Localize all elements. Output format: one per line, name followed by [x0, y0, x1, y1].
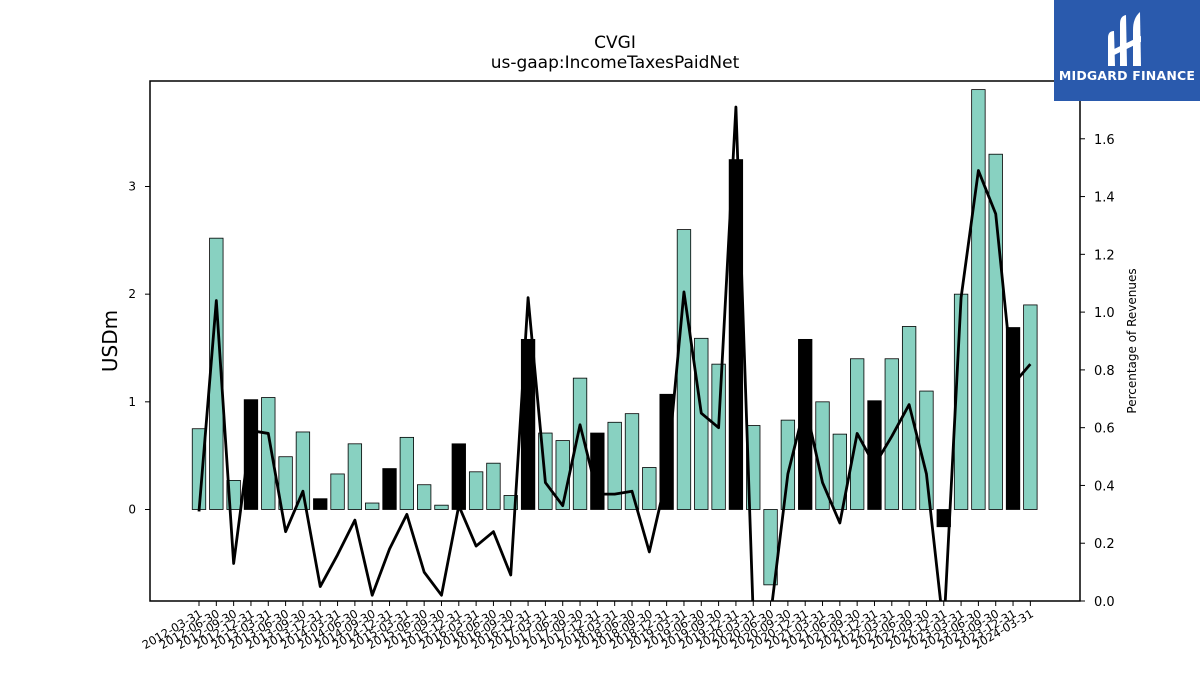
bar [347, 443, 363, 510]
bar [382, 468, 397, 510]
bar [694, 337, 709, 510]
bar [330, 473, 345, 510]
bar [1023, 304, 1038, 510]
bar [988, 153, 1003, 510]
brand-name: MIDGARD FINANCE [1058, 68, 1196, 83]
y-tick-label: 2 [128, 287, 136, 301]
bar [313, 498, 328, 510]
bar [434, 504, 449, 510]
bar [798, 338, 813, 510]
y-tick-label: 1 [128, 395, 136, 409]
y2-tick-label: 1.0 [1094, 306, 1115, 321]
bar [486, 462, 501, 510]
midgard-logo-icon [1108, 12, 1141, 66]
y2-tick-label: 1.4 [1094, 191, 1115, 206]
bar [624, 413, 640, 510]
bar [971, 89, 986, 510]
y2-tick-label: 1.2 [1094, 248, 1115, 263]
chart-subtitle: us-gaap:IncomeTaxesPaidNet [491, 53, 740, 73]
y2-tick-label: 1.6 [1094, 133, 1115, 148]
y2-axis: 0.0 0.2 0.4 0.6 0.8 1.0 1.2 1.4 1.6 [1080, 133, 1115, 610]
bar [572, 377, 588, 510]
bar [417, 484, 432, 510]
y2-tick-label: 0.6 [1094, 422, 1115, 437]
y2-tick-label: 0.2 [1094, 537, 1115, 552]
brand-logo: MIDGARD FINANCE [1054, 0, 1200, 101]
y2-tick-label: 0.0 [1094, 595, 1115, 610]
bar [711, 363, 726, 510]
y-axis-label: USDm [98, 310, 122, 372]
bar [261, 397, 276, 510]
bar [243, 399, 259, 510]
bar [642, 467, 657, 510]
y2-tick-label: 0.8 [1094, 364, 1115, 379]
bar [832, 433, 847, 510]
x-axis: 2012-03-312012-06-302012-09-302012-12-31… [140, 601, 1036, 652]
y-tick-label: 3 [128, 180, 136, 194]
y-axis: 0 1 2 3 [128, 180, 150, 516]
y2-tick-label: 0.4 [1094, 479, 1115, 494]
bar [451, 443, 466, 510]
bar [399, 436, 414, 510]
bar [676, 229, 692, 510]
bar [468, 471, 484, 510]
bar [780, 419, 796, 510]
bar [278, 456, 293, 510]
bar [607, 421, 622, 510]
bar [763, 509, 778, 586]
chart-title: CVGI [594, 33, 636, 53]
bar [659, 393, 674, 510]
bar [365, 502, 380, 510]
bar [1005, 327, 1021, 510]
bars [191, 89, 1038, 586]
y2-axis-label: Percentage of Revenues [1125, 268, 1139, 413]
y-tick-label: 0 [128, 502, 136, 516]
percentage-of-revenues-line [197, 105, 1032, 601]
bar [295, 431, 311, 510]
